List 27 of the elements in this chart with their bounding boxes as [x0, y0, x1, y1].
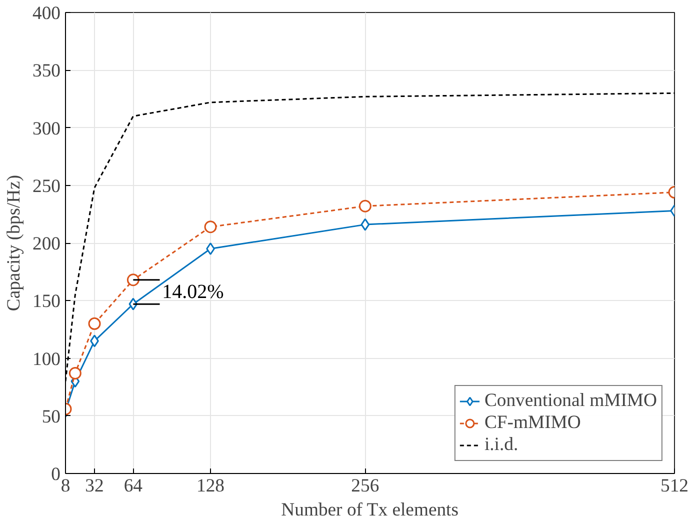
x-tick-label: 32: [85, 476, 104, 496]
point: [358, 200, 372, 212]
point: [88, 317, 101, 330]
y-axis-title: Capacity (bps/Hz): [4, 174, 25, 312]
legend-label: Conventional mMIMO: [484, 390, 657, 412]
x-tick-label: 256: [351, 476, 380, 496]
y-tick-label: 400: [32, 3, 60, 24]
x-axis-title: Number of Tx elements: [281, 500, 459, 520]
y-tick-label: 200: [32, 234, 60, 254]
y-tick-label: 350: [32, 60, 60, 82]
point: [204, 220, 217, 234]
y-tick-label: 250: [32, 176, 60, 197]
point: [126, 274, 140, 286]
annotation: 14.02%: [162, 280, 224, 303]
x-tick-label: 8: [60, 476, 70, 496]
y-tick-label: 300: [32, 118, 60, 140]
x-tick-label: 128: [196, 476, 224, 496]
x-tick-label: 512: [660, 476, 688, 496]
y-tick-label: 0: [51, 464, 60, 485]
y-tick-label: 50: [42, 406, 60, 428]
x-tick-label: 64: [124, 476, 144, 496]
point: [68, 366, 82, 380]
legend-label: CF-mMIMO: [484, 412, 581, 434]
y-tick-label: 100: [32, 348, 60, 370]
point: [360, 218, 370, 231]
y-tick-label: 150: [32, 291, 60, 312]
legend-label: i.i.d.: [484, 434, 518, 456]
